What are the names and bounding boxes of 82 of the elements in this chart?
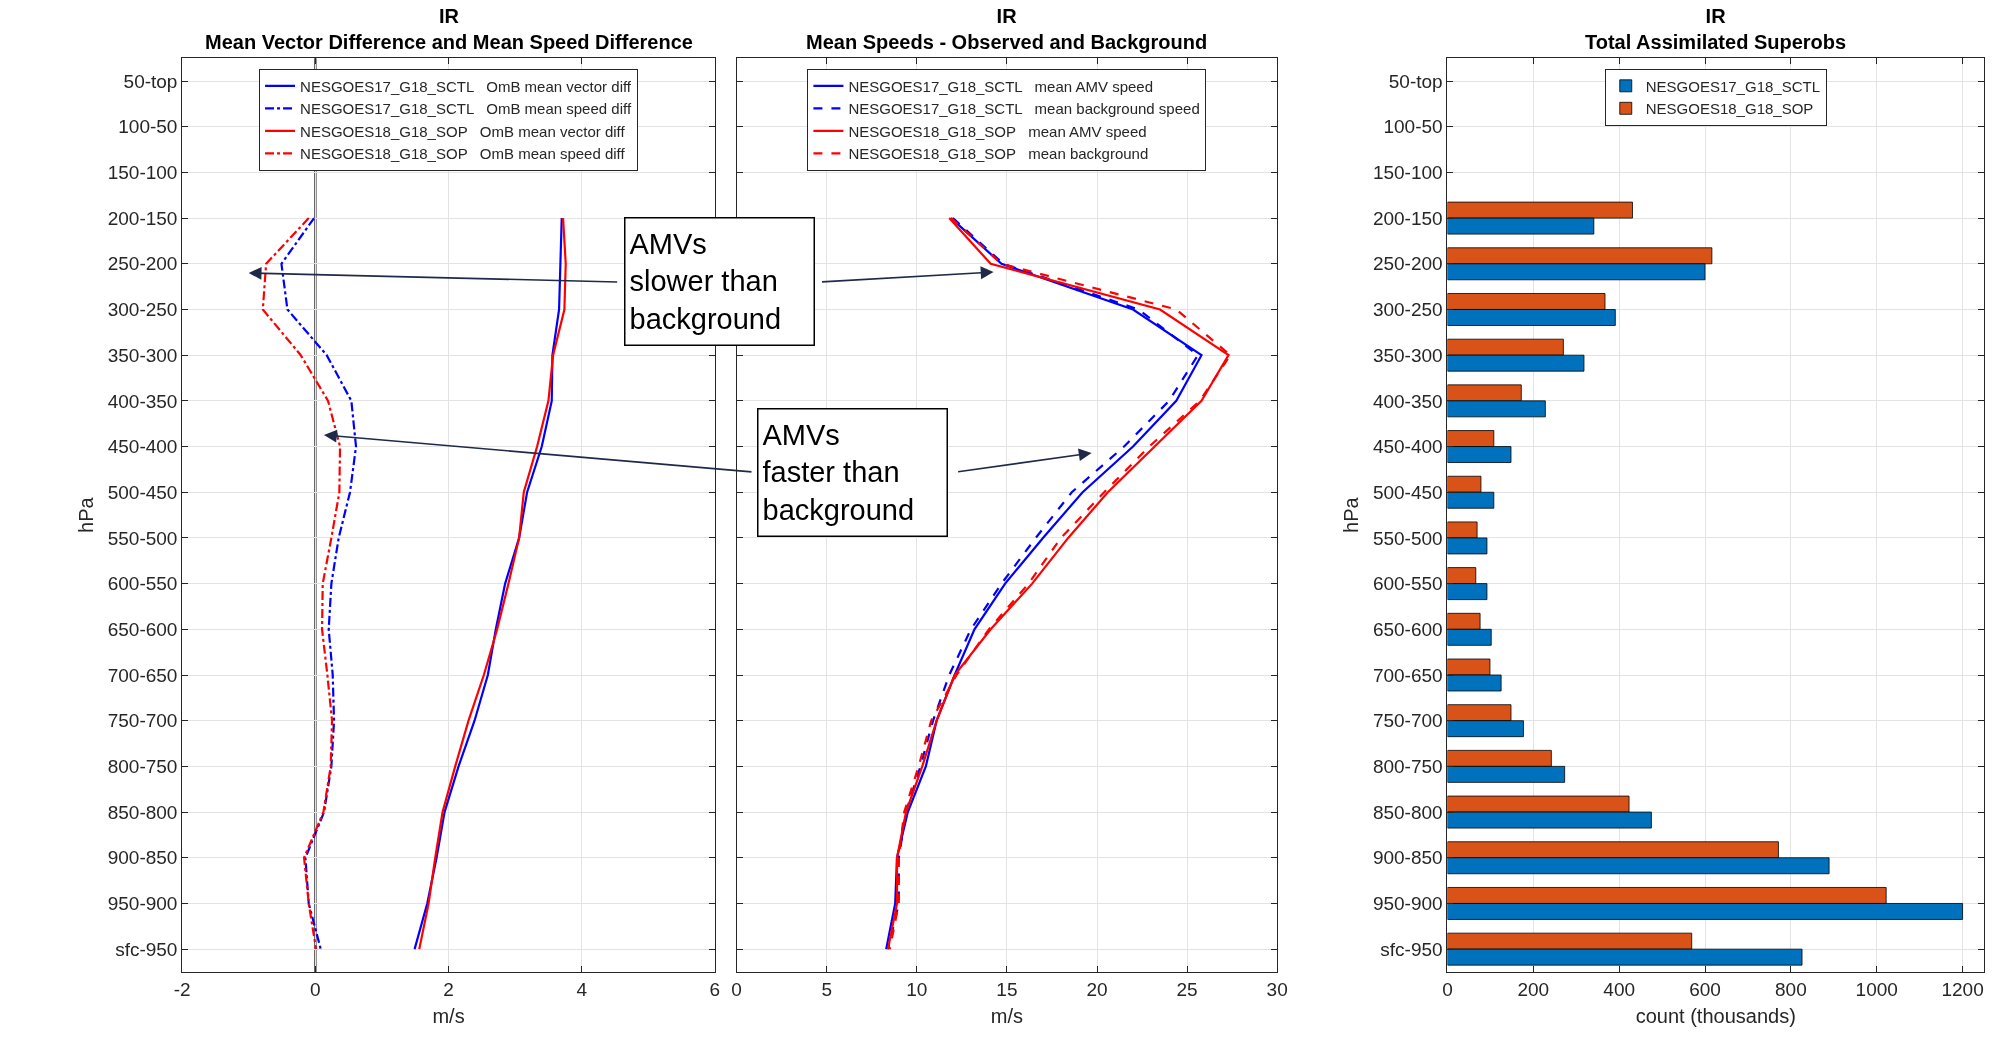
x-tick-label: 20 — [1086, 978, 1108, 1000]
y-tick-label: 950-900 — [107, 893, 178, 915]
x-axis-title: m/s — [990, 1005, 1024, 1028]
x-axis-title: m/s — [432, 1005, 465, 1028]
x-tick-label: 0 — [1442, 978, 1453, 1000]
chart-subtitle: Total Assimilated Superobs — [1585, 31, 1847, 53]
y-tick-label: 700-650 — [1372, 664, 1443, 686]
legend-label: NESGOES17_G18_SCTL OmB mean speed diff — [300, 100, 632, 118]
y-tick-label: 600-550 — [1372, 573, 1443, 595]
y-tick-label: 350-300 — [107, 344, 178, 366]
legend-label: NESGOES18_G18_SOP — [1645, 100, 1814, 118]
y-tick-label: 450-400 — [1372, 436, 1443, 458]
y-tick-label: 250-200 — [1372, 253, 1443, 275]
y-tick-label: 550-500 — [1372, 527, 1443, 549]
x-tick-label: 25 — [1176, 978, 1198, 1000]
x-tick-label: 1000 — [1855, 978, 1898, 1000]
chart-subtitle: Mean Vector Difference and Mean Speed Difference — [205, 31, 693, 53]
y-tick-label: 200-150 — [107, 207, 178, 229]
annotation: AMVs faster than background — [762, 418, 915, 527]
x-tick-label: 4 — [576, 978, 588, 1000]
y-tick-label: 900-850 — [107, 847, 178, 869]
y-tick-label: 150-100 — [1372, 162, 1443, 184]
y-tick-label: 650-600 — [107, 618, 178, 640]
y-tick-label: 200-150 — [1372, 207, 1443, 229]
y-tick-label: 500-450 — [1372, 481, 1443, 503]
x-tick-label: 600 — [1689, 978, 1721, 1000]
x-tick-label: 15 — [996, 978, 1018, 1000]
x-tick-label: 0 — [731, 978, 742, 1000]
legend-label: NESGOES17_G18_SCTL mean background speed — [848, 100, 1200, 118]
chart-title: IR — [1705, 5, 1727, 27]
legend-label: NESGOES17_G18_SCTL mean AMV speed — [848, 77, 1154, 95]
chart-title: IR — [996, 5, 1018, 27]
y-tick-label: sfc-950 — [115, 938, 178, 960]
y-tick-label: sfc-950 — [1380, 938, 1443, 960]
y-tick-label: 300-250 — [1372, 299, 1443, 321]
y-tick-label: 800-750 — [107, 756, 178, 778]
y-tick-label: 50-top — [123, 70, 178, 92]
x-tick-label: 0 — [310, 978, 321, 1000]
chart-title: IR — [438, 5, 460, 27]
x-tick-label: 400 — [1603, 978, 1636, 1000]
x-tick-label: 1200 — [1941, 978, 1984, 1000]
y-tick-label: 950-900 — [1372, 893, 1443, 915]
y-tick-label: 750-700 — [1372, 710, 1443, 732]
y-tick-label: 500-450 — [107, 481, 178, 503]
annotation: AMVs slower than background — [629, 227, 782, 336]
y-tick-label: 400-350 — [1372, 390, 1443, 412]
y-tick-label: 350-300 — [1372, 344, 1443, 366]
y-tick-label: 150-100 — [107, 162, 178, 184]
y-tick-label: 850-800 — [1372, 801, 1443, 823]
y-tick-label: 550-500 — [107, 527, 178, 549]
legend-label: NESGOES18_G18_SOP mean AMV speed — [848, 122, 1147, 140]
y-tick-label: 850-800 — [107, 801, 178, 823]
x-tick-label: -2 — [173, 978, 191, 1000]
legend-label: NESGOES18_G18_SOP mean background — [848, 145, 1149, 163]
y-tick-label: 100-50 — [1383, 116, 1443, 138]
x-tick-label: 5 — [821, 978, 833, 1000]
legend-label: NESGOES17_G18_SCTL — [1645, 77, 1821, 95]
x-tick-label: 30 — [1266, 978, 1288, 1000]
chart-subtitle: Mean Speeds - Observed and Background — [806, 31, 1208, 53]
y-tick-label: 100-50 — [118, 116, 178, 138]
y-axis-title: hPa — [75, 496, 98, 533]
y-tick-label: 300-250 — [107, 299, 178, 321]
y-tick-label: 50-top — [1388, 70, 1443, 92]
y-tick-label: 750-700 — [107, 710, 178, 732]
legend-label: NESGOES18_G18_SOP OmB mean vector diff — [300, 122, 626, 140]
y-tick-label: 600-550 — [107, 573, 178, 595]
legend-label: NESGOES18_G18_SOP OmB mean speed diff — [300, 145, 626, 163]
x-tick-label: 6 — [709, 978, 721, 1000]
x-tick-label: 200 — [1517, 978, 1550, 1000]
x-tick-label: 10 — [906, 978, 928, 1000]
y-tick-label: 650-600 — [1372, 618, 1443, 640]
y-tick-label: 250-200 — [107, 253, 178, 275]
x-tick-label: 800 — [1775, 978, 1807, 1000]
y-axis-title: hPa — [1340, 496, 1363, 533]
legend-label: NESGOES17_G18_SCTL OmB mean vector diff — [300, 77, 632, 95]
x-axis-title: count (thousands) — [1635, 1005, 1796, 1028]
y-tick-label: 400-350 — [107, 390, 178, 412]
y-tick-label: 900-850 — [1372, 847, 1443, 869]
x-tick-label: 2 — [443, 978, 454, 1000]
y-tick-label: 700-650 — [107, 664, 178, 686]
y-tick-label: 450-400 — [107, 436, 178, 458]
y-tick-label: 800-750 — [1372, 756, 1443, 778]
